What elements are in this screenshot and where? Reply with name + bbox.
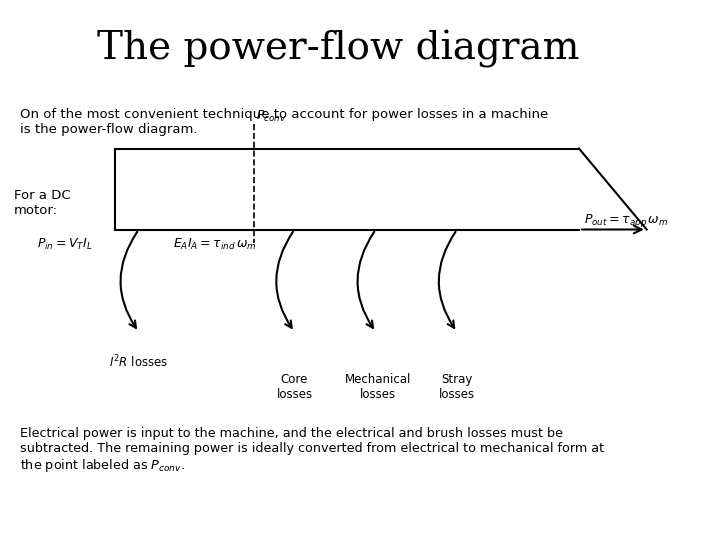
Text: $P_{in} = V_T I_L$: $P_{in} = V_T I_L$ (37, 237, 93, 252)
Text: Electrical power is input to the machine, and the electrical and brush losses mu: Electrical power is input to the machine… (20, 427, 604, 474)
Text: Core
losses: Core losses (276, 373, 312, 401)
Text: For a DC
motor:: For a DC motor: (14, 189, 70, 217)
Text: On of the most convenient technique to account for power losses in a machine
is : On of the most convenient technique to a… (20, 108, 549, 136)
Text: The power-flow diagram: The power-flow diagram (97, 30, 580, 68)
Text: Stray
losses: Stray losses (439, 373, 475, 401)
Text: $I^2 R$ losses: $I^2 R$ losses (109, 354, 168, 370)
Text: $P_{out} = \tau_{app}\,\omega_m$: $P_{out} = \tau_{app}\,\omega_m$ (584, 212, 668, 229)
Text: $E_A I_A = \tau_{ind}\,\omega_m$: $E_A I_A = \tau_{ind}\,\omega_m$ (173, 237, 256, 252)
Text: Mechanical
losses: Mechanical losses (345, 373, 411, 401)
Text: $P_{conv}$: $P_{conv}$ (256, 109, 287, 124)
